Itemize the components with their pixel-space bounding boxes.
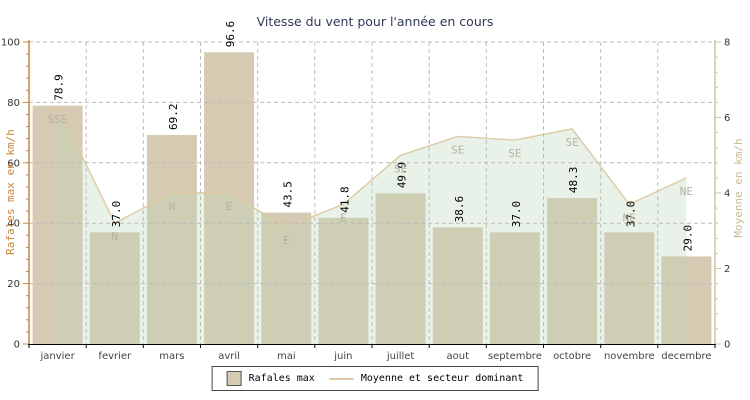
y-right-tick-label: 8	[724, 38, 730, 49]
bar-janvier	[32, 105, 83, 344]
y-left-tick-label: 20	[7, 279, 20, 290]
y-right-tick-label: 2	[724, 264, 730, 275]
bar-juin	[318, 217, 369, 344]
x-label-avril: avril	[218, 351, 240, 362]
direction-label: E	[283, 234, 290, 247]
y-right-tick-label: 0	[724, 340, 730, 351]
legend-line-swatch	[329, 377, 354, 380]
bar-value-label: 38.6	[453, 196, 466, 223]
bar-juillet	[375, 193, 426, 344]
direction-label: E	[340, 211, 347, 224]
bar-value-label: 29.0	[681, 225, 694, 252]
bar-septembre	[489, 232, 540, 344]
chart-legend: Rafales max Moyenne et secteur dominant	[211, 366, 539, 391]
bar-novembre	[604, 232, 655, 344]
direction-label: SE	[451, 143, 464, 156]
bar-value-label: 48.3	[567, 167, 580, 194]
x-label-aout: aout	[447, 351, 470, 362]
direction-label: SE	[394, 162, 407, 175]
x-label-mai: mai	[277, 351, 296, 362]
legend-bar-swatch	[226, 371, 242, 386]
bar-value-label: 41.8	[338, 186, 351, 213]
y-left-tick-label: 80	[7, 98, 20, 109]
y-left-tick-label: 0	[14, 340, 20, 351]
y-axis-right-title: Moyenne en km/h	[732, 138, 745, 237]
direction-label: N	[111, 230, 118, 243]
y-axis-left-title: Rafales max en km/h	[4, 129, 17, 255]
y-right-tick-label: 4	[724, 189, 730, 200]
x-label-octobre: octobre	[553, 351, 591, 362]
y-left-tick-label: 60	[7, 158, 20, 169]
moyenne-line	[56, 105, 687, 228]
bar-mai	[261, 212, 312, 344]
x-label-novembre: novembre	[604, 351, 655, 362]
chart-marks: 0 20 40 60 80 100 0 2 4 6 8 janvier fevrier mars avril…	[1, 21, 730, 362]
y-left-tick-label: 100	[1, 38, 20, 49]
bar-fevrier	[89, 232, 140, 344]
bar-aout	[432, 227, 483, 344]
bar-value-label: 37.0	[624, 201, 637, 228]
legend-label-moyenne: Moyenne et secteur dominant	[360, 373, 524, 384]
x-label-mars: mars	[159, 351, 184, 362]
bar-value-label: 96.6	[224, 21, 237, 48]
x-label-janvier: janvier	[39, 351, 75, 362]
bar-value-label: 43.5	[281, 181, 294, 208]
bar-octobre	[547, 198, 598, 344]
x-label-juillet: juillet	[386, 351, 415, 362]
legend-label-rafales-max: Rafales max	[248, 373, 315, 384]
direction-label: NE	[623, 211, 636, 224]
x-label-decembre: decembre	[661, 351, 711, 362]
x-label-juin: juin	[333, 351, 352, 362]
chart-title: Vitesse du vent pour l'année en cours	[257, 14, 494, 29]
direction-label: SE	[565, 136, 578, 149]
bar-mars	[146, 135, 197, 344]
direction-label: E	[226, 200, 233, 213]
x-label-septembre: septembre	[488, 351, 542, 362]
bar-value-label: 37.0	[510, 201, 523, 228]
y-right-tick-label: 6	[724, 113, 730, 124]
x-label-fevrier: fevrier	[98, 351, 132, 362]
y-left-tick-label: 40	[7, 219, 20, 230]
bar-decembre	[661, 256, 712, 344]
bar-value-label: 78.9	[53, 74, 66, 101]
bar-value-label: 69.2	[167, 104, 180, 131]
bar-avril	[204, 52, 255, 345]
bar-value-label: 49.9	[396, 162, 409, 189]
bar-value-label: 37.0	[110, 201, 123, 228]
direction-label: SE	[508, 147, 521, 160]
direction-label: NE	[680, 185, 693, 198]
direction-label: N	[169, 200, 176, 213]
direction-label: SSE	[48, 113, 68, 126]
